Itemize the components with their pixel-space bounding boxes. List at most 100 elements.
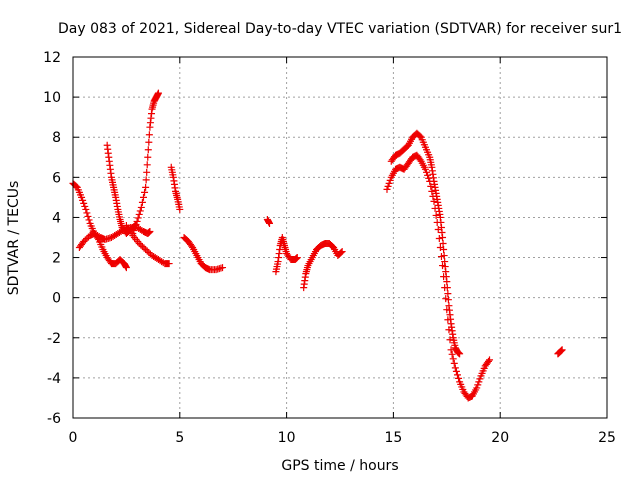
data-point <box>144 153 152 161</box>
x-axis-label: GPS time / hours <box>281 458 398 474</box>
data-point <box>450 359 458 367</box>
y-tick-label: -6 <box>47 411 61 427</box>
series-s7 <box>180 234 227 274</box>
data-point <box>82 205 90 213</box>
data-point <box>135 240 143 248</box>
series-s5 <box>122 221 173 268</box>
data-point <box>385 179 393 187</box>
y-tick-label: 6 <box>52 170 61 186</box>
data-point <box>122 264 130 272</box>
data-point <box>427 182 435 190</box>
x-tick-label: 25 <box>598 430 616 446</box>
data-point <box>134 214 142 222</box>
data-point <box>83 235 91 243</box>
data-point <box>131 223 139 231</box>
data-point <box>383 185 391 193</box>
data-point <box>81 236 89 244</box>
data-point <box>142 183 150 191</box>
data-point <box>176 205 184 213</box>
data-point <box>443 278 451 286</box>
series-s4 <box>129 89 162 237</box>
data-point <box>80 238 88 246</box>
data-point <box>132 220 140 228</box>
x-tick-label: 15 <box>384 430 402 446</box>
data-point <box>448 350 456 358</box>
data-point <box>143 161 151 169</box>
data-point <box>79 196 87 204</box>
data-point <box>475 378 483 386</box>
data-point <box>444 290 452 298</box>
data-point <box>435 235 443 243</box>
chart-title: Day 083 of 2021, Sidereal Day-to-day VTE… <box>58 21 622 37</box>
data-point <box>449 355 457 363</box>
data-point <box>474 381 482 389</box>
series-s9 <box>272 234 301 276</box>
data-point <box>135 210 143 218</box>
y-axis-label: SDTVAR / TECUs <box>6 181 22 296</box>
data-point <box>337 249 345 257</box>
data-point <box>84 212 92 220</box>
data-point <box>145 249 153 257</box>
series-s6 <box>167 163 184 213</box>
data-point <box>140 244 148 252</box>
y-tick-label: 0 <box>52 291 61 307</box>
data-point <box>293 254 301 262</box>
series-s1 <box>69 179 130 272</box>
data-point <box>486 356 494 364</box>
data-point <box>484 357 492 365</box>
data-point <box>416 132 424 140</box>
data-point <box>444 296 452 304</box>
data-point <box>451 364 459 372</box>
data-point <box>452 367 460 375</box>
data-point <box>145 138 153 146</box>
y-tick-label: -2 <box>47 331 61 347</box>
data-point <box>141 188 149 196</box>
data-point <box>144 146 152 154</box>
data-point <box>72 182 80 190</box>
data-point <box>78 193 86 201</box>
data-point <box>188 242 196 250</box>
data-point <box>443 284 451 292</box>
data-point <box>146 227 154 235</box>
data-point <box>136 207 144 215</box>
data-point <box>138 198 146 206</box>
data-point <box>424 171 432 179</box>
data-point <box>165 260 173 268</box>
data-point <box>139 193 147 201</box>
data-point <box>423 168 431 176</box>
data-point <box>142 246 150 254</box>
data-point <box>384 182 392 190</box>
data-point <box>476 375 484 383</box>
data-point <box>440 252 448 260</box>
series-s10 <box>300 240 346 292</box>
x-tick-label: 10 <box>278 430 296 446</box>
data-point <box>137 203 145 211</box>
data-point <box>456 350 464 358</box>
data-point <box>455 374 463 382</box>
data-point <box>416 156 424 164</box>
series-s8 <box>263 215 274 227</box>
data-point <box>83 209 91 217</box>
data-point <box>428 187 436 195</box>
series-s13 <box>554 346 566 358</box>
plot-frame <box>72 56 608 419</box>
data-point <box>338 248 346 256</box>
data-point <box>266 219 274 227</box>
y-tick-label: -4 <box>47 371 61 387</box>
data-points <box>69 89 566 402</box>
y-tick-label: 8 <box>52 130 61 146</box>
y-tick-label: 2 <box>52 251 61 267</box>
data-point <box>137 241 145 249</box>
series-s3 <box>103 141 139 237</box>
data-point <box>143 247 151 255</box>
grid <box>73 57 607 418</box>
x-tick-label: 20 <box>491 430 509 446</box>
data-point <box>133 217 141 225</box>
y-tick-label: 4 <box>52 210 61 226</box>
y-tick-label: 10 <box>43 90 61 106</box>
data-point <box>439 234 447 241</box>
data-point <box>81 202 89 210</box>
data-point <box>432 211 440 219</box>
data-point <box>439 240 447 248</box>
